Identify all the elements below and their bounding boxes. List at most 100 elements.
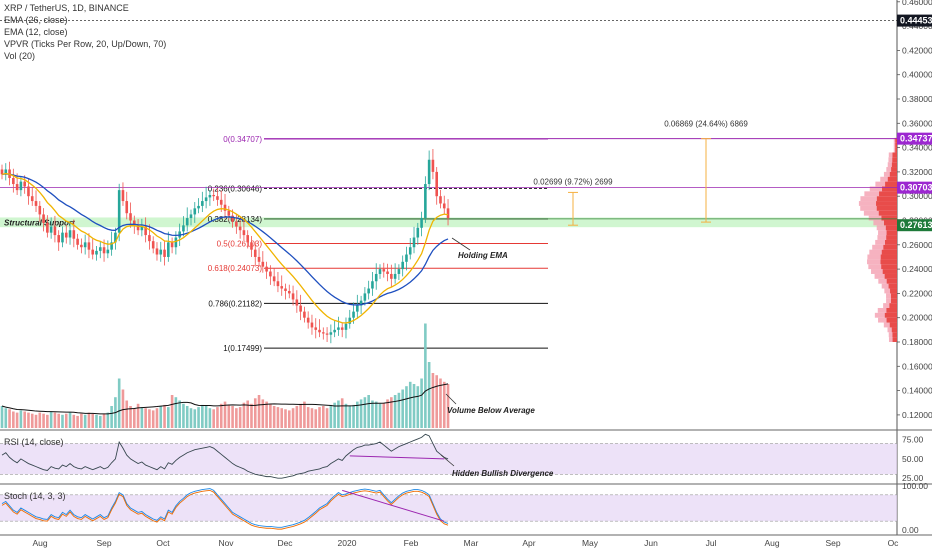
volume-bar	[57, 413, 60, 428]
vpvr-row-down	[882, 186, 897, 192]
volume-bar	[299, 403, 302, 428]
vpvr-row-down	[883, 244, 897, 250]
candle-body	[439, 196, 442, 204]
volume-bar	[242, 402, 246, 428]
legend-ema26[interactable]: EMA (26, close)	[4, 15, 68, 25]
note-holding-ema: Holding EMA	[458, 251, 508, 260]
price-tag-label: 0.27613	[900, 220, 932, 230]
candle-body	[80, 244, 83, 248]
rsi-tick-label: 75.00	[902, 435, 924, 445]
legend-rsi[interactable]: RSI (14, close)	[4, 437, 64, 447]
stoch-tick-label: 0.00	[902, 525, 919, 535]
vpvr-row-down	[895, 137, 897, 143]
volume-bar	[257, 395, 261, 428]
ema12-line	[1, 172, 449, 324]
candle-body	[223, 204, 227, 211]
candle-body	[185, 218, 189, 226]
candle-body	[231, 215, 234, 222]
oscillator-panes	[0, 433, 897, 530]
arrow-divergence	[440, 454, 455, 467]
vpvr-row-down	[881, 264, 897, 270]
candle-body	[299, 305, 302, 312]
volume-bar	[371, 400, 374, 428]
volume-bar	[284, 409, 287, 428]
volume-bar	[155, 408, 159, 428]
volume-bar	[280, 408, 284, 428]
candle-body	[117, 190, 121, 233]
candle-body	[374, 273, 378, 282]
volume-bar	[363, 397, 367, 428]
candle-body	[114, 232, 117, 243]
legend-stoch[interactable]: Stoch (14, 3, 3)	[4, 491, 66, 501]
vpvr-row-down	[884, 312, 897, 318]
candle-body	[4, 169, 8, 175]
candle-body	[30, 196, 34, 202]
candle-body	[15, 184, 19, 191]
candle-body	[257, 256, 261, 262]
candle-body	[91, 249, 95, 255]
candle-body	[53, 226, 57, 236]
volume-bar	[272, 406, 276, 428]
candle-body	[333, 329, 336, 333]
candle-body	[265, 266, 268, 272]
candle-body	[329, 332, 333, 335]
volume-bar	[212, 409, 215, 428]
volume-bar	[189, 408, 193, 428]
fib-label: 0.382(0.28134)	[208, 215, 263, 224]
x-tick-label: 2020	[338, 538, 357, 548]
vpvr-row-down	[890, 288, 897, 294]
volume-bar	[80, 413, 83, 428]
volume-bar	[442, 381, 446, 428]
volume-bar	[91, 413, 95, 428]
volume-bar	[246, 400, 249, 428]
volume-bar	[314, 409, 318, 428]
volume-bar	[439, 378, 442, 428]
vpvr-row-down	[886, 235, 897, 240]
x-tick-label: Jun	[644, 538, 658, 548]
volume-bar	[4, 408, 8, 428]
volume-bar	[30, 413, 34, 428]
volume-bar	[76, 415, 79, 428]
volume-bar	[23, 411, 26, 428]
candle-body	[189, 214, 193, 219]
stoch-tick-label: 100.00	[902, 481, 928, 491]
candle-body	[163, 249, 166, 257]
candle-body	[348, 317, 352, 324]
fib-label: 0.5(0.26103)	[217, 240, 263, 249]
volume-bar	[276, 407, 280, 428]
volume-bar	[416, 386, 420, 428]
stoch-k-line	[1, 488, 449, 528]
volume-bar	[53, 412, 57, 428]
volume-bar	[291, 408, 295, 428]
candle-body	[0, 169, 4, 175]
candle-body	[250, 242, 253, 250]
symbol-title[interactable]: XRP / TetherUS, 1D, BINANCE	[4, 3, 129, 13]
vpvr-row-down	[878, 210, 897, 216]
candle-body	[322, 332, 325, 334]
volume-bar	[408, 381, 412, 428]
candle-body	[64, 232, 68, 238]
candle-body	[46, 222, 49, 233]
candle-body	[261, 261, 265, 267]
candle-body	[337, 327, 340, 330]
vpvr-row-down	[890, 298, 897, 304]
candle-body	[344, 323, 348, 330]
vpvr-row-down	[876, 201, 897, 206]
volume-bar	[303, 401, 306, 428]
y-tick-label: 0.34000	[902, 143, 932, 153]
volume-bar	[424, 323, 427, 428]
volume-bar	[337, 400, 340, 428]
legend-vol[interactable]: Vol (20)	[4, 51, 36, 61]
volume-bar	[223, 401, 227, 428]
legend-ema12[interactable]: EMA (12, close)	[4, 27, 68, 37]
vpvr-row-down	[895, 147, 897, 153]
volume-bar	[46, 414, 49, 428]
axes: 0.460000.440000.420000.400000.380000.360…	[32, 0, 932, 548]
legend-vpvr[interactable]: VPVR (Ticks Per Row, 20, Up/Down, 70)	[4, 39, 167, 49]
volume-bar	[167, 407, 170, 428]
candle-body	[291, 293, 295, 300]
vpvr-row-down	[879, 191, 897, 197]
volume-bar	[446, 384, 450, 428]
candle-body	[155, 248, 159, 255]
x-tick-label: Mar	[464, 538, 479, 548]
